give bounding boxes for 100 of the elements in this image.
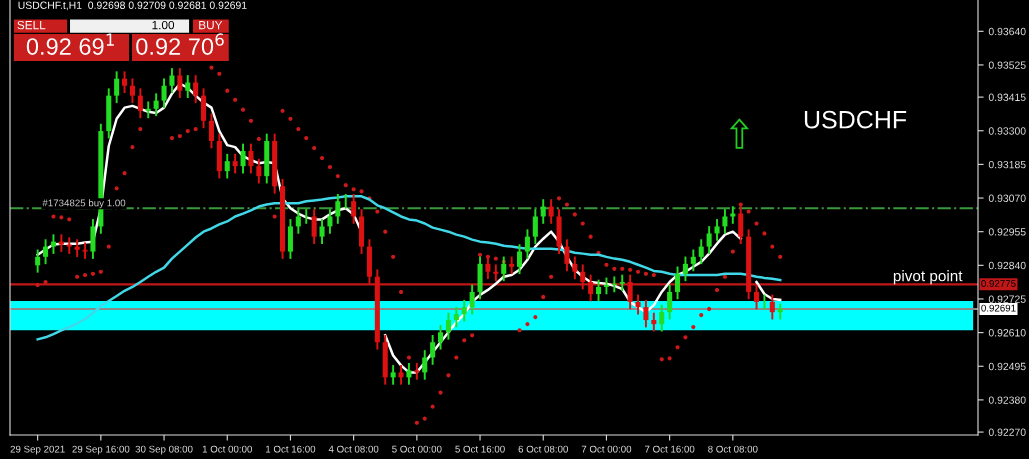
- candlestick: [453, 305, 459, 329]
- candlestick: [714, 218, 720, 242]
- y-tick-label: 0.92955: [988, 228, 1026, 236]
- x-tick-label: 29 Sep 2021: [10, 445, 65, 455]
- y-tick-label: 0.92610: [988, 329, 1026, 337]
- candlestick: [769, 293, 775, 321]
- candlestick: [564, 238, 570, 273]
- candlestick: [643, 298, 649, 329]
- x-tick-label: 1 Oct 00:00: [202, 445, 252, 453]
- candlestick: [667, 283, 673, 321]
- x-tick-label: 4 Oct 08:00: [328, 445, 379, 453]
- candlestick: [580, 263, 586, 291]
- candlestick: [659, 303, 665, 333]
- y-tick-label: 0.92270: [988, 428, 1026, 436]
- candlestick: [627, 273, 633, 311]
- candlestick: [35, 248, 41, 274]
- ref-line-label: pivot point: [893, 270, 963, 285]
- x-tick-label: 5 Oct 00:00: [392, 445, 442, 453]
- candlestick: [50, 233, 56, 255]
- candlestick: [651, 311, 657, 333]
- candlestick: [193, 74, 199, 104]
- candlestick: [153, 92, 159, 118]
- x-tick-label: 5 Oct 16:00: [455, 445, 505, 453]
- candlestick: [390, 364, 396, 386]
- line-series: [36, 195, 782, 341]
- y-tick-label: 0.93415: [988, 93, 1026, 101]
- candlestick: [240, 142, 246, 175]
- candlestick: [698, 238, 704, 266]
- candlestick: [224, 152, 230, 180]
- candlestick: [682, 255, 688, 283]
- x-tick-label: 7 Oct 00:00: [581, 445, 632, 453]
- candlestick: [524, 228, 530, 260]
- candlestick: [335, 192, 341, 225]
- annotation: 1.00: [152, 20, 175, 30]
- annotation: BUY: [199, 21, 223, 30]
- candlestick: [414, 362, 420, 381]
- y-tick-label: 0.92380: [988, 396, 1026, 404]
- candlestick: [406, 362, 412, 386]
- y-tick-label: 0.93640: [988, 27, 1026, 36]
- candlestick: [295, 208, 301, 235]
- candlestick: [137, 87, 143, 120]
- y-tick-label: 0.93525: [988, 61, 1026, 69]
- y-tick-label: 0.93185: [988, 160, 1026, 169]
- text: USDCHF: [804, 110, 907, 129]
- candlestick: [327, 208, 333, 235]
- candlestick: [129, 77, 135, 104]
- candlestick: [114, 70, 120, 104]
- x-tick-label: 1 Oct 16:00: [266, 445, 316, 453]
- x-tick-label: 6 Oct 08:00: [518, 445, 568, 453]
- candlestick: [469, 283, 475, 316]
- candlestick: [722, 208, 728, 235]
- candlestick: [548, 198, 554, 225]
- y-tick-label: 0.93070: [988, 194, 1026, 202]
- y-tick-label: 0.93300: [988, 127, 1026, 135]
- x-tick-label: 8 Oct 08:00: [708, 445, 758, 453]
- text: 0.92775: [981, 280, 1016, 287]
- annotation: 0.92 69$^{1}$: [26, 33, 114, 55]
- candlestick: [169, 67, 175, 94]
- x-tick-label: 30 Sep 08:00: [135, 445, 193, 455]
- candlestick: [572, 255, 578, 281]
- annotation: 0.92 70$^{6}$: [136, 33, 224, 55]
- candlestick: [319, 218, 325, 245]
- candlestick: [177, 67, 183, 99]
- candlestick: [706, 225, 712, 255]
- x-tick-label: 7 Oct 16:00: [645, 445, 695, 453]
- candlestick: [517, 243, 523, 276]
- y-tick-label: 0.92840: [988, 261, 1026, 270]
- candlestick: [398, 364, 404, 386]
- candlestick: [122, 70, 128, 94]
- candlestick: [351, 192, 357, 225]
- ref-line-label: #1734825 buy 1.00: [42, 199, 126, 209]
- candlestick: [596, 278, 602, 303]
- candlestick: [690, 248, 696, 273]
- candlestick: [675, 265, 681, 301]
- candlestick: [185, 74, 191, 99]
- candlestick: [493, 263, 499, 283]
- candlestick: [445, 311, 451, 341]
- candlestick: [161, 77, 167, 109]
- candlestick: [311, 208, 317, 245]
- candlestick: [256, 157, 262, 185]
- candlestick: [232, 152, 238, 175]
- candlestick: [430, 333, 436, 366]
- y-tick-label: 0.92725: [988, 295, 1026, 303]
- candlestick: [422, 349, 428, 381]
- annotation: SELL: [17, 20, 46, 30]
- candlestick: [66, 236, 72, 255]
- x-tick-label: 29 Sep 16:00: [72, 445, 130, 455]
- candlestick: [588, 273, 594, 303]
- candlestick: [754, 283, 760, 311]
- candlestick: [738, 205, 744, 245]
- candlestick: [461, 298, 467, 323]
- chart-title: USDCHF.t,H1 0.92698 0.92709 0.92681 0.92691: [18, 1, 247, 11]
- candlestick: [438, 324, 444, 351]
- candlestick: [43, 238, 49, 266]
- candlestick: [540, 198, 546, 225]
- candlestick: [635, 293, 641, 316]
- candlestick: [532, 208, 538, 245]
- candlestick: [208, 112, 214, 150]
- y-tick-label: 0.92495: [988, 362, 1026, 371]
- candlestick: [248, 142, 254, 175]
